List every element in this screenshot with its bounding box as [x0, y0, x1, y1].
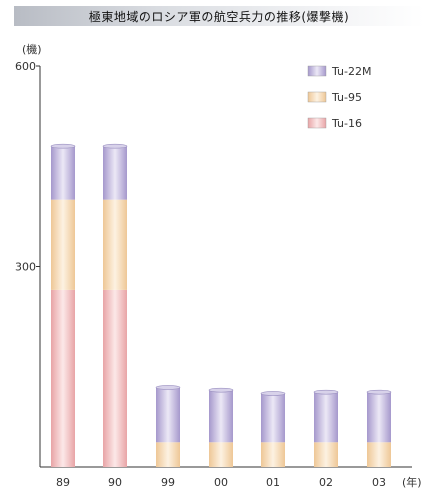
bar-stack-01	[260, 391, 286, 467]
legend-swatch-Tu-22M	[307, 65, 327, 77]
x-tick-label: 03	[372, 476, 386, 489]
legend-label-Tu-95: Tu-95	[331, 91, 362, 104]
bar-segment-Tu-22M-00	[209, 390, 233, 443]
bar-stack-89	[50, 143, 76, 467]
bar-cap-01	[260, 391, 286, 396]
bar-segment-Tu-22M-90	[103, 146, 127, 200]
bar-stack-99	[155, 385, 181, 467]
y-tick-label: 600	[15, 60, 36, 73]
bar-segment-Tu-16-90	[103, 289, 127, 467]
y-tick-labels: 300 600	[15, 60, 36, 274]
bar-cap-89	[50, 143, 76, 149]
bar-segment-Tu-16-89	[51, 289, 75, 467]
bar-stack-00	[208, 387, 234, 467]
bar-cap-02	[313, 389, 339, 395]
x-tick-label: 99	[161, 476, 175, 489]
bars	[50, 143, 392, 467]
x-tick-label: 90	[108, 476, 122, 489]
bar-stack-03	[366, 389, 392, 467]
bar-segment-Tu-95-03	[367, 442, 391, 467]
bar-segment-Tu-95-01	[261, 442, 285, 467]
bar-cap-99	[155, 385, 181, 390]
bar-segment-Tu-22M-03	[367, 392, 391, 443]
y-axis-label: (機)	[22, 42, 42, 56]
x-tick-label: 01	[266, 476, 280, 489]
x-tick-labels: 89 90 99 00 01 02 03	[56, 476, 386, 489]
bar-segment-Tu-95-90	[103, 199, 127, 290]
legend-swatch-Tu-16	[307, 117, 327, 129]
bar-segment-Tu-22M-01	[261, 393, 285, 443]
chart-title: 極東地域のロシア軍の航空兵力の推移(爆撃機)	[88, 9, 350, 24]
y-tick-label: 300	[15, 261, 36, 274]
bar-cap-90	[102, 143, 128, 149]
x-tick-label: 02	[319, 476, 333, 489]
bar-segment-Tu-95-00	[209, 442, 233, 467]
bar-stack-90	[102, 143, 128, 467]
bar-segment-Tu-95-02	[314, 442, 338, 467]
chart-title-bar: 極東地域のロシア軍の航空兵力の推移(爆撃機)	[14, 6, 424, 26]
legend-label-Tu-16: Tu-16	[331, 117, 362, 130]
legend-swatch-Tu-95	[307, 91, 327, 103]
x-axis-label: (年)	[402, 475, 422, 489]
bar-segment-Tu-95-99	[156, 442, 180, 467]
legend-label-Tu-22M: Tu-22M	[331, 65, 371, 78]
bar-cap-03	[366, 389, 392, 395]
bar-segment-Tu-22M-02	[314, 392, 338, 443]
bar-segment-Tu-22M-89	[51, 146, 75, 200]
bar-cap-00	[208, 387, 234, 393]
x-tick-label: 89	[56, 476, 70, 489]
bar-segment-Tu-95-89	[51, 199, 75, 290]
bar-segment-Tu-22M-99	[156, 387, 180, 443]
bar-stack-02	[313, 389, 339, 467]
legend: Tu-22M Tu-95 Tu-16	[307, 65, 371, 130]
x-tick-label: 00	[214, 476, 228, 489]
